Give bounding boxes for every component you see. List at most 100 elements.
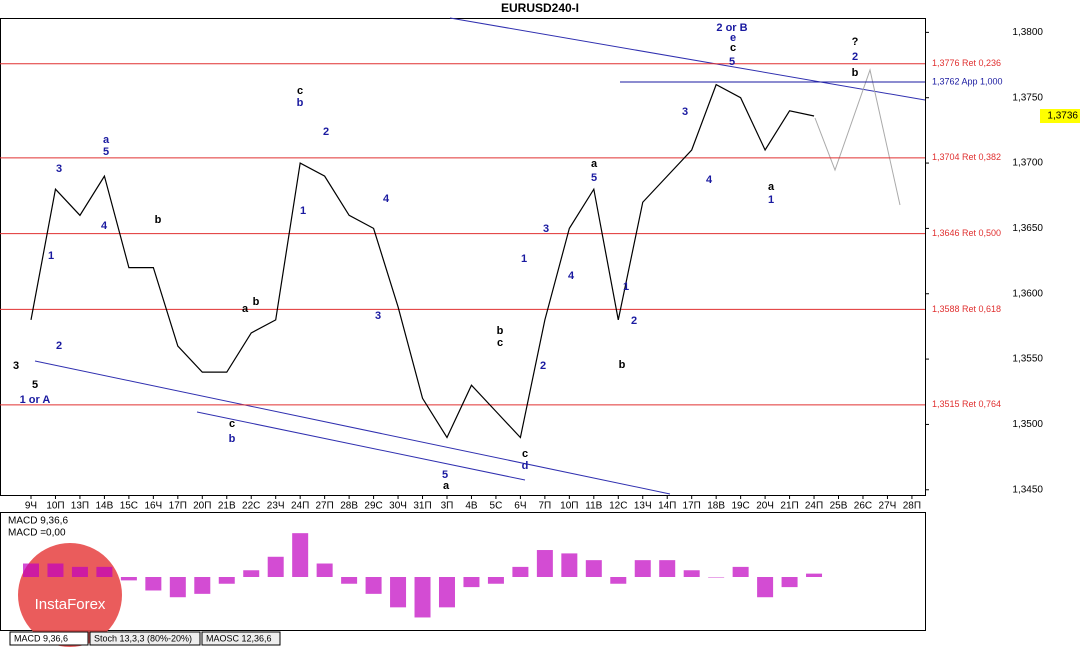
x-tick-label: 19С [731,501,749,512]
wave-label: c [730,42,736,54]
tab[interactable]: MAOSC 12,36,6 [201,631,281,646]
macd-bar [561,553,578,577]
macd-bar [610,577,627,584]
x-tick-label: 25В [830,501,848,512]
level-label: 1,3588 Ret 0,618 [932,304,1001,314]
macd-bar [414,577,431,618]
wave-label: 3 [543,223,549,235]
tab[interactable]: MACD 9,36,6 [9,631,89,646]
x-tick-label: 3П [441,501,454,512]
x-tick-label: 28В [340,501,358,512]
y-tick-label: 1,3450 [1012,484,1043,495]
wave-label: b [155,214,162,226]
x-tick-label: 28П [903,501,921,512]
macd-bar [708,577,725,578]
wave-label: 5 [103,146,109,158]
x-tick-label: 24П [291,501,309,512]
wave-label: 5 [591,172,597,184]
wave-label: 2 [631,315,637,327]
wave-label: 2 [852,51,858,63]
macd-bar [316,563,333,577]
price-line [30,83,815,439]
wave-label: 3 [375,310,381,322]
wave-label: a [591,158,598,170]
macd-bar [757,577,774,598]
wave-label: a [443,480,450,492]
wave-label: b [619,359,626,371]
x-tick-label: 15С [120,501,138,512]
x-tick-label: 30Ч [389,501,407,512]
macd-bar [512,566,529,577]
macd-bar [292,533,309,577]
wave-label: d [522,460,529,472]
channel-line [34,360,671,495]
macd-bar [536,550,553,577]
wave-label: 4 [706,174,713,186]
x-tick-label: 14В [96,501,114,512]
wave-label: 2 [540,360,546,372]
channel-line [449,17,926,101]
y-tick-label: 1,3700 [1012,158,1043,169]
y-tick-label: 1,3500 [1012,419,1043,430]
x-tick-label: 12С [609,501,627,512]
wave-label: 4 [101,220,108,232]
macd-bar [120,577,137,581]
wave-label: 2 [56,340,62,352]
x-tick-label: 4В [465,501,478,512]
macd-bar [463,577,480,588]
tab-label: MACD 9,36,6 [14,633,68,643]
macd-bar [585,560,602,577]
x-tick-label: 29С [364,501,382,512]
macd-bar [390,577,407,608]
tab-box [89,631,201,646]
wave-label: c [522,448,528,460]
tab-label: Stoch 13,3,3 (80%-20%) [94,633,192,643]
tab-box [201,631,281,646]
x-tick-label: 22С [242,501,260,512]
macd-bar [732,566,749,577]
channel-line [196,411,526,481]
last-price-box [1040,109,1080,124]
macd-bar [806,573,823,577]
wave-label: 4 [383,193,390,205]
wave-label: 5 [442,469,448,481]
macd-bar [47,563,64,577]
last-price-label: 1,3736 [1047,111,1078,122]
y-tick-label: 1,3800 [1012,27,1043,38]
x-tick-label: 9Ч [25,501,37,512]
level-label: 1,3762 App 1,000 [932,76,1003,86]
wave-label: 5 [32,379,38,391]
x-tick-label: 31П [413,501,431,512]
x-tick-label: 6Ч [514,501,526,512]
wave-label: 1 [300,205,306,217]
level-label: 1,3776 Ret 0,236 [932,58,1001,68]
x-tick-label: 10П [46,501,64,512]
macd-bar [781,577,798,588]
x-tick-label: 26С [854,501,872,512]
y-tick-label: 1,3750 [1012,92,1043,103]
x-tick-label: 20П [193,501,211,512]
tab-box [9,631,89,646]
x-tick-label: 7П [538,501,551,512]
y-tick-label: 1,3550 [1012,354,1043,365]
wave-label: 3 [13,360,19,372]
macd-bar [487,577,504,584]
x-tick-label: 21В [218,501,236,512]
macd-bar [96,566,113,577]
x-tick-label: 17П [169,501,187,512]
wave-label: 3 [56,163,62,175]
wave-label: 3 [682,106,688,118]
macd-bar [243,570,260,577]
tab[interactable]: Stoch 13,3,3 (80%-20%) [89,631,201,646]
x-tick-label: 11В [585,501,602,512]
macd-bar [218,577,235,584]
wave-label: a [103,134,110,146]
wave-label: a [768,181,775,193]
level-label: 1,3704 Ret 0,382 [932,152,1001,162]
x-tick-label: 27П [315,501,333,512]
x-tick-label: 24П [805,501,823,512]
x-tick-label: 20Ч [756,501,774,512]
indicator-frame [0,512,926,631]
macd-bar [194,577,211,594]
